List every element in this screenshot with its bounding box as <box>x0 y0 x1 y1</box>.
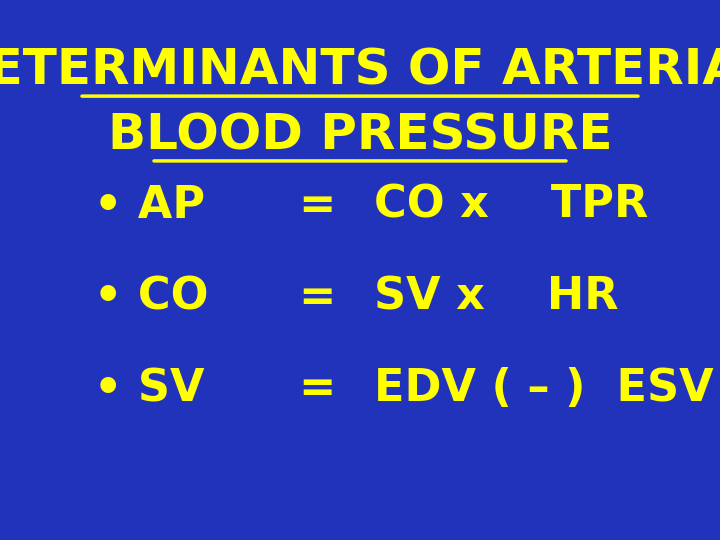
Text: DETERMINANTS OF ARTERIAL: DETERMINANTS OF ARTERIAL <box>0 46 720 94</box>
Text: SV x    HR: SV x HR <box>374 275 619 319</box>
Text: =: = <box>298 367 336 410</box>
Text: =: = <box>298 275 336 319</box>
Text: CO x    TPR: CO x TPR <box>374 184 649 227</box>
Text: BLOOD PRESSURE: BLOOD PRESSURE <box>108 111 612 159</box>
Text: =: = <box>298 184 336 227</box>
Text: EDV ( – )  ESV: EDV ( – ) ESV <box>374 367 714 410</box>
Text: • CO: • CO <box>94 275 208 319</box>
Text: • AP: • AP <box>94 184 204 227</box>
Text: • SV: • SV <box>94 367 204 410</box>
